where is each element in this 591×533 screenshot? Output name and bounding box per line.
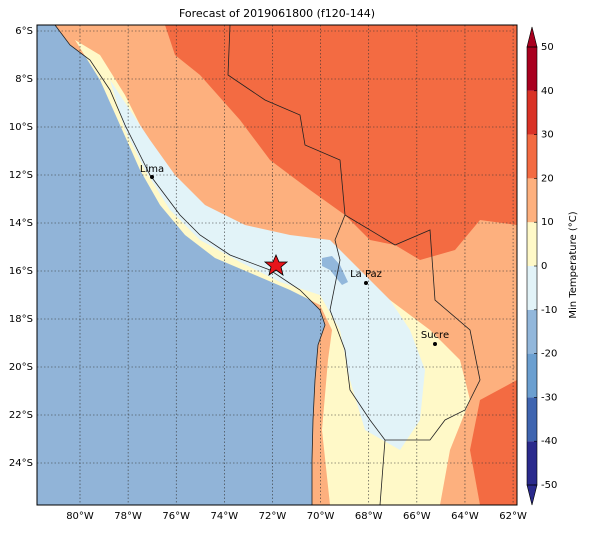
colorbar-tick-label: -30 bbox=[541, 392, 557, 403]
y-tick-label: 16°S bbox=[9, 266, 33, 277]
colorbar-segment bbox=[527, 441, 537, 485]
warm-region-south bbox=[470, 380, 517, 505]
x-tick-label: 80°W bbox=[66, 511, 94, 522]
y-tick-label: 14°S bbox=[9, 218, 33, 229]
city-label: Sucre bbox=[421, 330, 449, 341]
star-marker bbox=[263, 253, 289, 276]
city-marker bbox=[433, 342, 437, 346]
colorbar-segment bbox=[527, 309, 537, 354]
colorbar-segment bbox=[527, 353, 537, 398]
map-area: Lima La Paz Sucre bbox=[37, 25, 517, 505]
colorbar-tick-label: -40 bbox=[541, 436, 557, 447]
x-tick-label: 74°W bbox=[211, 511, 239, 522]
y-tick-label: 18°S bbox=[9, 314, 33, 325]
y-tick-label: 20°S bbox=[9, 362, 33, 373]
colorbar-tick-label: -20 bbox=[541, 349, 557, 360]
country-border bbox=[227, 25, 481, 505]
colorbar-segment bbox=[527, 47, 537, 91]
colorbar-segment bbox=[527, 178, 537, 223]
colorbar-tick-label: 20 bbox=[541, 173, 554, 184]
map-frame bbox=[36, 24, 518, 506]
y-tick-label: 8°S bbox=[15, 74, 33, 85]
y-tick-label: 22°S bbox=[9, 410, 33, 421]
x-tick-label: 70°W bbox=[307, 511, 335, 522]
warm-region bbox=[165, 25, 517, 260]
colorbar-tick-label: -10 bbox=[541, 305, 557, 316]
colorbar-segment bbox=[527, 222, 537, 266]
colorbar-segment bbox=[527, 90, 537, 135]
x-tick-label: 72°W bbox=[259, 511, 287, 522]
colorbar-tick-label: 0 bbox=[541, 261, 547, 272]
colorbar-segment bbox=[527, 134, 537, 179]
lake bbox=[322, 256, 348, 285]
colorbar-label: Min Temperature (°C) bbox=[568, 211, 579, 318]
colorbar-tick-label: -50 bbox=[541, 480, 557, 491]
map-title: Forecast of 2019061800 (f120-144) bbox=[179, 7, 375, 20]
x-tick-label: 64°W bbox=[451, 511, 479, 522]
colorbar-segment bbox=[527, 397, 537, 442]
coastline bbox=[54, 25, 326, 505]
city-marker bbox=[150, 175, 154, 179]
colorbar-tick-label: 30 bbox=[541, 130, 554, 141]
city-label: Lima bbox=[140, 164, 164, 175]
colorbar-extend-bottom bbox=[526, 484, 538, 506]
x-tick-label: 62°W bbox=[499, 511, 527, 522]
x-tick-label: 78°W bbox=[114, 511, 142, 522]
x-tick-label: 66°W bbox=[403, 511, 431, 522]
city-label: La Paz bbox=[350, 269, 382, 280]
colorbar-tick-label: 40 bbox=[541, 86, 554, 97]
colorbar-extend-top bbox=[526, 26, 538, 48]
y-tick-label: 12°S bbox=[9, 170, 33, 181]
y-tick-label: 24°S bbox=[9, 458, 33, 469]
colorbar-tick-label: 10 bbox=[541, 217, 554, 228]
y-tick-label: 6°S bbox=[15, 26, 33, 37]
x-tick-label: 76°W bbox=[162, 511, 190, 522]
city-marker bbox=[364, 281, 368, 285]
x-tick-label: 68°W bbox=[355, 511, 383, 522]
colorbar-segment bbox=[527, 266, 537, 310]
y-tick-label: 10°S bbox=[9, 122, 33, 133]
colorbar-tick-label: 50 bbox=[541, 42, 554, 53]
